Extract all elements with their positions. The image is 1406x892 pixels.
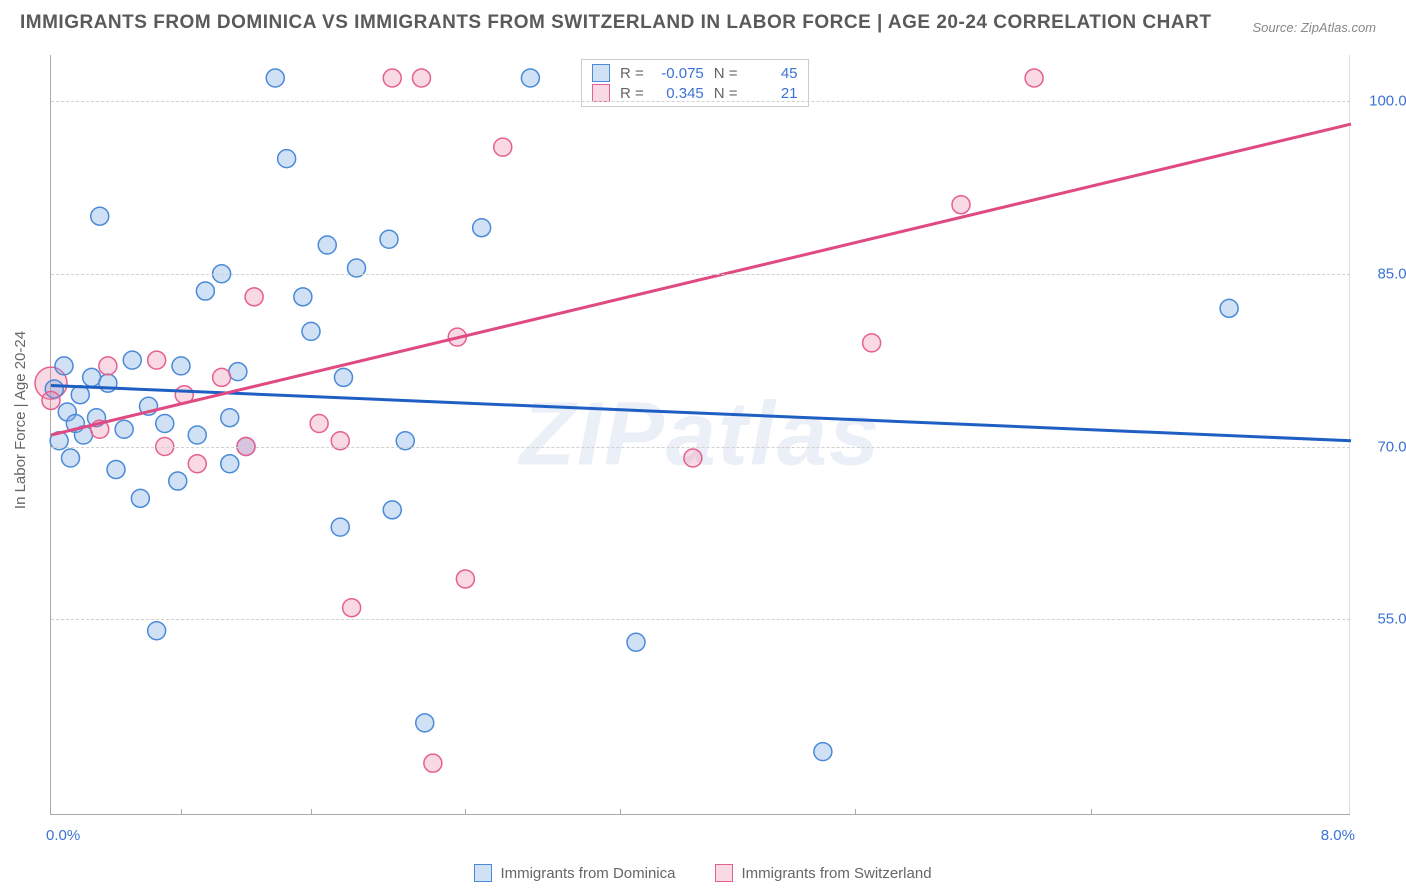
xtick-label-left: 0.0% (46, 827, 80, 844)
data-point-dominica (221, 455, 239, 473)
corr-row-switzerland: R = 0.345 N = 21 (592, 84, 798, 102)
data-point-switzerland (343, 599, 361, 617)
gridline-h (51, 274, 1350, 275)
data-point-switzerland (424, 754, 442, 772)
corr-N-dominica: 45 (748, 65, 798, 82)
data-point-dominica (91, 207, 109, 225)
data-point-dominica (416, 714, 434, 732)
data-point-switzerland (952, 196, 970, 214)
data-point-switzerland (413, 69, 431, 87)
corr-R-label: R = (620, 65, 644, 82)
data-point-dominica (115, 420, 133, 438)
data-point-dominica (294, 288, 312, 306)
xtick-mark (620, 809, 621, 815)
data-point-dominica (380, 230, 398, 248)
gridline-h (51, 447, 1350, 448)
swatch-dominica (592, 64, 610, 82)
plot-svg (51, 55, 1350, 814)
ytick-label: 85.0% (1360, 265, 1406, 282)
xtick-mark (181, 809, 182, 815)
data-point-switzerland (383, 69, 401, 87)
data-point-dominica (627, 633, 645, 651)
data-point-dominica (131, 489, 149, 507)
data-point-switzerland (188, 455, 206, 473)
data-point-switzerland (99, 357, 117, 375)
legend-item-dominica: Immigrants from Dominica (474, 864, 675, 882)
ytick-label: 55.0% (1360, 611, 1406, 628)
corr-N-label2: N = (714, 85, 738, 102)
data-point-switzerland (148, 351, 166, 369)
xtick-mark (1091, 809, 1092, 815)
data-point-switzerland (456, 570, 474, 588)
data-point-dominica (83, 368, 101, 386)
corr-row-dominica: R = -0.075 N = 45 (592, 64, 798, 82)
data-point-switzerland (863, 334, 881, 352)
data-point-dominica (331, 518, 349, 536)
gridline-h (51, 619, 1350, 620)
data-point-dominica (383, 501, 401, 519)
ytick-label: 70.0% (1360, 438, 1406, 455)
legend-bottom: Immigrants from Dominica Immigrants from… (0, 864, 1406, 882)
data-point-dominica (335, 368, 353, 386)
data-point-dominica (229, 363, 247, 381)
swatch-switzerland-bottom (715, 864, 733, 882)
xtick-label-right: 8.0% (1321, 827, 1355, 844)
corr-R-switzerland: 0.345 (654, 85, 704, 102)
data-point-dominica (318, 236, 336, 254)
data-point-dominica (55, 357, 73, 375)
data-point-dominica (107, 461, 125, 479)
data-point-dominica (302, 322, 320, 340)
data-point-dominica (278, 150, 296, 168)
swatch-switzerland (592, 84, 610, 102)
corr-R-dominica: -0.075 (654, 65, 704, 82)
trend-line-switzerland (51, 124, 1351, 435)
data-point-switzerland (1025, 69, 1043, 87)
data-point-dominica (169, 472, 187, 490)
page-title: IMMIGRANTS FROM DOMINICA VS IMMIGRANTS F… (20, 12, 1211, 34)
swatch-dominica-bottom (474, 864, 492, 882)
legend-item-switzerland: Immigrants from Switzerland (715, 864, 931, 882)
yaxis-title: In Labor Force | Age 20-24 (12, 331, 29, 509)
data-point-dominica (521, 69, 539, 87)
gridline-h (51, 101, 1350, 102)
xtick-mark (311, 809, 312, 815)
xtick-mark (855, 809, 856, 815)
legend-label-dominica: Immigrants from Dominica (500, 865, 675, 882)
data-point-switzerland (213, 368, 231, 386)
corr-N-label: N = (714, 65, 738, 82)
data-point-dominica (196, 282, 214, 300)
data-point-dominica (266, 69, 284, 87)
data-point-dominica (172, 357, 190, 375)
data-point-dominica (123, 351, 141, 369)
data-point-dominica (221, 409, 239, 427)
ytick-label: 100.0% (1360, 93, 1406, 110)
trend-line-dominica (51, 385, 1351, 440)
corr-R-label2: R = (620, 85, 644, 102)
data-point-dominica (1220, 299, 1238, 317)
corr-N-switzerland: 21 (748, 85, 798, 102)
data-point-dominica (188, 426, 206, 444)
legend-label-switzerland: Immigrants from Switzerland (741, 865, 931, 882)
data-point-dominica (148, 622, 166, 640)
data-point-dominica (62, 449, 80, 467)
data-point-switzerland (310, 414, 328, 432)
data-point-switzerland (245, 288, 263, 306)
data-point-switzerland (494, 138, 512, 156)
correlation-legend: R = -0.075 N = 45 R = 0.345 N = 21 (581, 59, 809, 107)
data-point-dominica (156, 414, 174, 432)
chart-area: ZIPatlas R = -0.075 N = 45 R = 0.345 N =… (50, 55, 1350, 815)
xtick-mark (465, 809, 466, 815)
source-label: Source: ZipAtlas.com (1252, 20, 1376, 35)
data-point-switzerland (684, 449, 702, 467)
data-point-switzerland (42, 391, 60, 409)
data-point-dominica (473, 219, 491, 237)
data-point-dominica (814, 743, 832, 761)
